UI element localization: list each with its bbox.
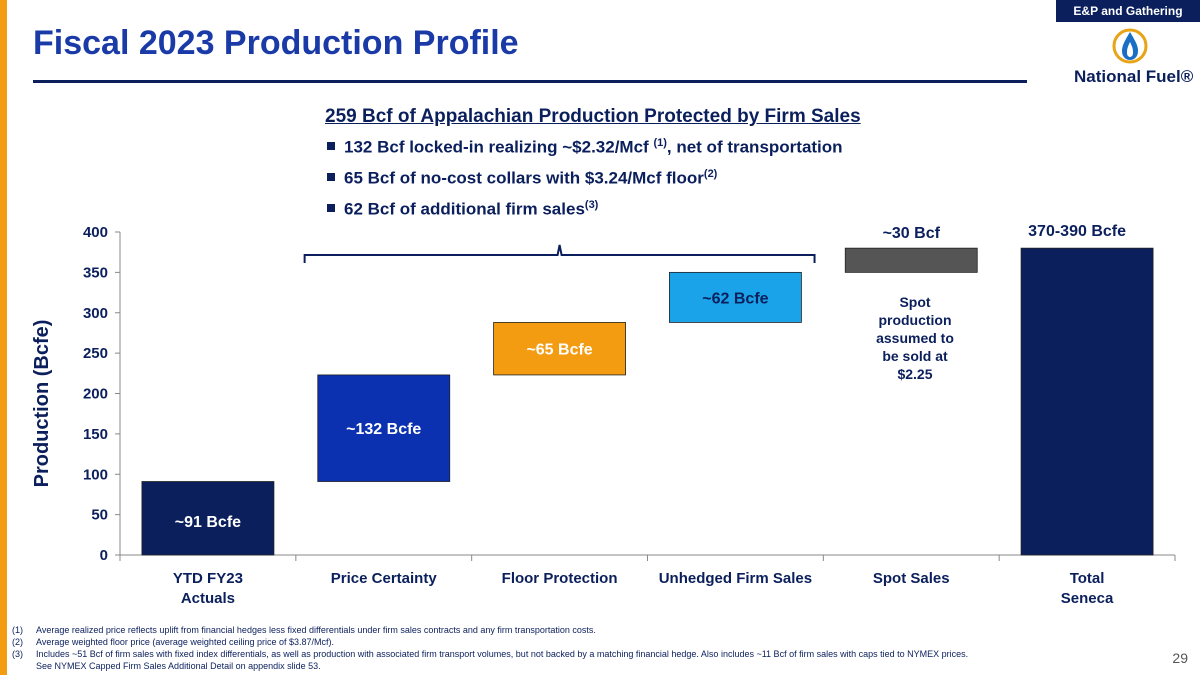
logo-wordmark: National Fuel®: [1074, 67, 1194, 86]
bar-data-label: 370-390 Bcfe: [1028, 223, 1126, 240]
x-category-label: Unhedged Firm Sales: [659, 570, 812, 587]
x-category-label: Total: [1070, 570, 1105, 587]
bar: [317, 374, 451, 482]
y-tick-label: 100: [83, 466, 108, 483]
footnote-3-continued: See NYMEX Capped Firm Sales Additional D…: [36, 661, 321, 671]
y-tick-label: 350: [83, 264, 108, 281]
footnotes: (1) Average realized price reflects uplif…: [12, 624, 1012, 672]
left-accent-bar: [0, 0, 7, 675]
bullet-3: 62 Bcf of additional firm sales(3): [327, 199, 598, 220]
bullet-square-icon: [327, 172, 335, 181]
bar-data-label: ~62 Bcfe: [702, 290, 768, 307]
y-axis-label: Production (Bcfe): [31, 320, 53, 488]
x-category-label: Price Certainty: [331, 570, 438, 587]
footnote-2: (2) Average weighted floor price (average…: [12, 637, 334, 647]
bar-data-label: ~132 Bcfe: [346, 421, 421, 438]
bullet-square-icon: [327, 141, 335, 150]
bar: [493, 322, 626, 376]
bullet-2: 65 Bcf of no-cost collars with $3.24/Mcf…: [327, 168, 717, 189]
title-divider: [33, 80, 1027, 83]
footnote-1: (1) Average realized price reflects uplif…: [12, 625, 596, 635]
y-tick-label: 50: [91, 507, 108, 524]
bullet-square-icon: [327, 203, 335, 212]
spot-production-note: Spot production assumed to be sold at $2…: [876, 294, 954, 382]
y-tick-label: 250: [83, 345, 108, 362]
x-category-label: Spot Sales: [873, 570, 950, 587]
bar-data-label: ~65 Bcfe: [526, 342, 592, 359]
y-tick-label: 400: [83, 224, 108, 241]
page-title: Fiscal 2023 Production Profile: [33, 24, 519, 62]
bar: [844, 247, 978, 273]
bullet-1: 132 Bcf locked-in realizing ~$2.32/Mcf (…: [327, 137, 843, 158]
flame-logo-icon: [1112, 28, 1148, 64]
bar-data-label: ~91 Bcfe: [175, 514, 241, 531]
page-number: 29: [1172, 650, 1188, 666]
bar: [141, 481, 275, 556]
bar: [669, 271, 802, 323]
x-category-label: YTD FY23: [173, 570, 243, 587]
firm-sales-bracket: [303, 244, 816, 263]
section-tag: E&P and Gathering: [1056, 0, 1200, 22]
y-tick-label: 300: [83, 305, 108, 322]
production-waterfall-chart: 0 50 100 150 200 250 300 350 400 Production (Bcfe…: [31, 223, 1176, 607]
y-tick-label: 200: [83, 386, 108, 403]
bar-data-label: ~30 Bcf: [883, 225, 941, 242]
footnote-3: (3) Includes ~51 Bcf of firm sales with f…: [12, 649, 969, 659]
y-tick-label: 0: [100, 547, 108, 564]
y-tick-label: 150: [83, 426, 108, 443]
bar: [1020, 247, 1154, 556]
x-category-label: Floor Protection: [502, 570, 618, 587]
summary-headline: 259 Bcf of Appalachian Production Protec…: [325, 106, 861, 127]
x-category-label: Seneca: [1061, 590, 1114, 607]
x-category-label: Actuals: [181, 590, 235, 607]
